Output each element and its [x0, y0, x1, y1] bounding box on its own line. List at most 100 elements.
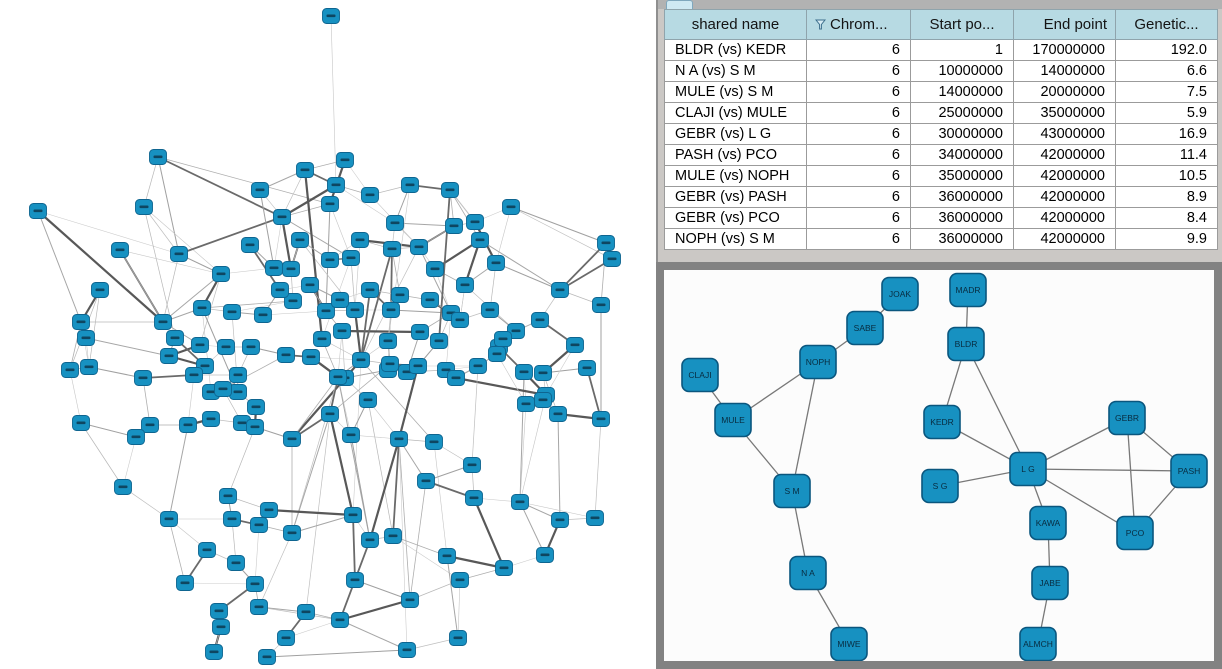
table-row[interactable]: BLDR (vs) KEDR 6 1 170000000 192.0: [664, 39, 1218, 61]
network-node[interactable]: [301, 277, 319, 293]
network-node[interactable]: [465, 490, 483, 506]
column-header-shared-name[interactable]: shared name: [664, 9, 807, 40]
network-node[interactable]: [283, 431, 301, 447]
table-cell[interactable]: 43000000: [1013, 123, 1116, 145]
table-cell[interactable]: 34000000: [910, 144, 1014, 166]
table-cell[interactable]: 36000000: [910, 186, 1014, 208]
network-node[interactable]: [566, 337, 584, 353]
network-node[interactable]: [445, 218, 463, 234]
network-node[interactable]: [471, 232, 489, 248]
network-node[interactable]: [134, 370, 152, 386]
network-node[interactable]: [321, 252, 339, 268]
network-node[interactable]: [297, 604, 315, 620]
table-cell[interactable]: 8.9: [1115, 186, 1218, 208]
network-node[interactable]: [382, 302, 400, 318]
network-node[interactable]: [198, 542, 216, 558]
network-node[interactable]: [154, 314, 172, 330]
network-node[interactable]: [193, 300, 211, 316]
network-node[interactable]: [247, 399, 265, 415]
table-cell[interactable]: 42000000: [1013, 186, 1116, 208]
table-cell[interactable]: 42000000: [1013, 207, 1116, 229]
network-node[interactable]: [463, 457, 481, 473]
network-node[interactable]: [91, 282, 109, 298]
network-node[interactable]: [214, 381, 232, 397]
node-n-a[interactable]: N A: [789, 555, 827, 591]
network-node[interactable]: [451, 572, 469, 588]
column-header-genetic---[interactable]: Genetic...: [1115, 9, 1218, 40]
network-edge[interactable]: [791, 361, 819, 492]
table-cell[interactable]: 6: [806, 60, 911, 82]
table-cell[interactable]: 35000000: [910, 165, 1014, 187]
network-node[interactable]: [536, 547, 554, 563]
table-cell[interactable]: N A (vs) S M: [664, 60, 807, 82]
network-node[interactable]: [223, 304, 241, 320]
network-edge[interactable]: [1027, 468, 1190, 472]
node-s-m[interactable]: S M: [773, 473, 811, 509]
node-pco[interactable]: PCO: [1116, 515, 1154, 551]
network-node[interactable]: [597, 235, 615, 251]
network-node[interactable]: [361, 187, 379, 203]
network-node[interactable]: [327, 177, 345, 193]
table-cell[interactable]: 6: [806, 228, 911, 250]
table-row[interactable]: GEBR (vs) PASH 6 36000000 42000000 8.9: [664, 186, 1218, 208]
network-node[interactable]: [469, 358, 487, 374]
network-node[interactable]: [291, 232, 309, 248]
table-row[interactable]: GEBR (vs) PCO 6 36000000 42000000 8.4: [664, 207, 1218, 229]
network-node[interactable]: [223, 511, 241, 527]
network-node[interactable]: [494, 331, 512, 347]
node-almch[interactable]: ALMCH: [1019, 626, 1057, 661]
network-node[interactable]: [29, 203, 47, 219]
network-node[interactable]: [72, 415, 90, 431]
network-node[interactable]: [141, 417, 159, 433]
node-gebr[interactable]: GEBR: [1108, 400, 1146, 436]
table-cell[interactable]: 42000000: [1013, 228, 1116, 250]
network-node[interactable]: [251, 182, 269, 198]
table-cell[interactable]: 5.9: [1115, 102, 1218, 124]
network-node[interactable]: [219, 488, 237, 504]
network-node[interactable]: [302, 349, 320, 365]
network-node[interactable]: [578, 360, 596, 376]
network-node[interactable]: [592, 411, 610, 427]
column-header-end-point[interactable]: End point: [1013, 9, 1116, 40]
network-node[interactable]: [313, 331, 331, 347]
network-node[interactable]: [336, 152, 354, 168]
table-cell[interactable]: 42000000: [1013, 144, 1116, 166]
network-node[interactable]: [72, 314, 90, 330]
network-node[interactable]: [398, 642, 416, 658]
network-node[interactable]: [441, 182, 459, 198]
network-node[interactable]: [277, 630, 295, 646]
table-cell[interactable]: 6: [806, 81, 911, 103]
network-node[interactable]: [534, 365, 552, 381]
network-node[interactable]: [351, 232, 369, 248]
network-node[interactable]: [179, 417, 197, 433]
network-node[interactable]: [411, 324, 429, 340]
network-node[interactable]: [210, 603, 228, 619]
network-node[interactable]: [317, 303, 335, 319]
table-cell[interactable]: NOPH (vs) S M: [664, 228, 807, 250]
network-node[interactable]: [549, 406, 567, 422]
network-node[interactable]: [321, 406, 339, 422]
node-joak[interactable]: JOAK: [881, 276, 919, 312]
table-cell[interactable]: 20000000: [1013, 81, 1116, 103]
table-cell[interactable]: 6: [806, 102, 911, 124]
network-node[interactable]: [149, 149, 167, 165]
network-node[interactable]: [381, 356, 399, 372]
network-node[interactable]: [502, 199, 520, 215]
table-row[interactable]: CLAJI (vs) MULE 6 25000000 35000000 5.9: [664, 102, 1218, 124]
network-node[interactable]: [421, 292, 439, 308]
network-node[interactable]: [531, 312, 549, 328]
table-cell[interactable]: GEBR (vs) PASH: [664, 186, 807, 208]
node-pash[interactable]: PASH: [1170, 453, 1208, 489]
node-jabe[interactable]: JABE: [1031, 565, 1069, 601]
network-node[interactable]: [384, 528, 402, 544]
network-node[interactable]: [346, 302, 364, 318]
table-cell[interactable]: 36000000: [910, 207, 1014, 229]
column-header-start-po---[interactable]: Start po...: [910, 9, 1014, 40]
network-node[interactable]: [603, 251, 621, 267]
network-node[interactable]: [241, 237, 259, 253]
table-cell[interactable]: GEBR (vs) L G: [664, 123, 807, 145]
network-node[interactable]: [114, 479, 132, 495]
table-cell[interactable]: 42000000: [1013, 165, 1116, 187]
table-cell[interactable]: 6.6: [1115, 60, 1218, 82]
network-node[interactable]: [417, 473, 435, 489]
